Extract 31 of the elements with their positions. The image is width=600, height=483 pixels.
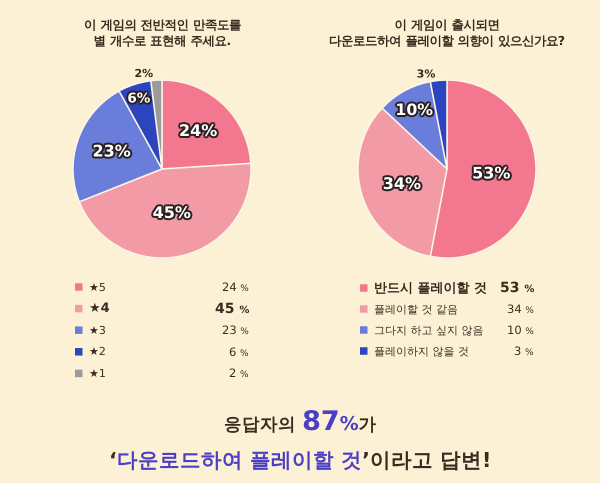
- text: 6%: [229, 345, 249, 359]
- legend-label: 플레이할 것 같음: [374, 303, 458, 316]
- data-label: 10%: [395, 100, 434, 119]
- text: 3%: [514, 344, 534, 358]
- text: 34%: [507, 302, 534, 316]
- legend-label: 그다지 하고 싶지 않음: [374, 324, 484, 337]
- data-label: 23%: [92, 141, 131, 160]
- legend-label: ★3: [89, 324, 106, 337]
- data-label: 53%: [472, 164, 510, 183]
- legend-label: 플레이하지 않을 것: [374, 345, 469, 358]
- text: 23%: [222, 323, 249, 337]
- text: 24%: [222, 280, 249, 294]
- text: ‘다운로드하여 플레이할 것’이라고 답변!: [109, 448, 492, 472]
- chart-title: 이 게임의 전반적인 만족도를 별 개수로 표현해 주세요.: [84, 18, 241, 48]
- text: 응답자의 87%가: [224, 406, 377, 437]
- text: 45%: [215, 301, 250, 317]
- data-label: 6%: [127, 90, 151, 106]
- legend-label: ★1: [89, 367, 106, 380]
- text: 10%: [507, 323, 534, 337]
- legend-label: ★5: [89, 281, 106, 294]
- legend-label: ★2: [89, 345, 106, 358]
- data-label: 2%: [134, 67, 154, 80]
- text: 53%: [500, 280, 534, 296]
- legend-label: 반드시 플레이할 것: [374, 281, 488, 296]
- text: 2%: [229, 366, 249, 380]
- data-label: 3%: [416, 67, 436, 80]
- data-label: 45%: [152, 203, 191, 222]
- legend-label: ★4: [89, 301, 110, 316]
- data-label: 24%: [179, 120, 218, 140]
- chart-title: 이 게임이 출시되면 다운로드하여 플레이할 의향이 있으신가요?: [329, 18, 565, 48]
- data-label: 34%: [382, 174, 422, 194]
